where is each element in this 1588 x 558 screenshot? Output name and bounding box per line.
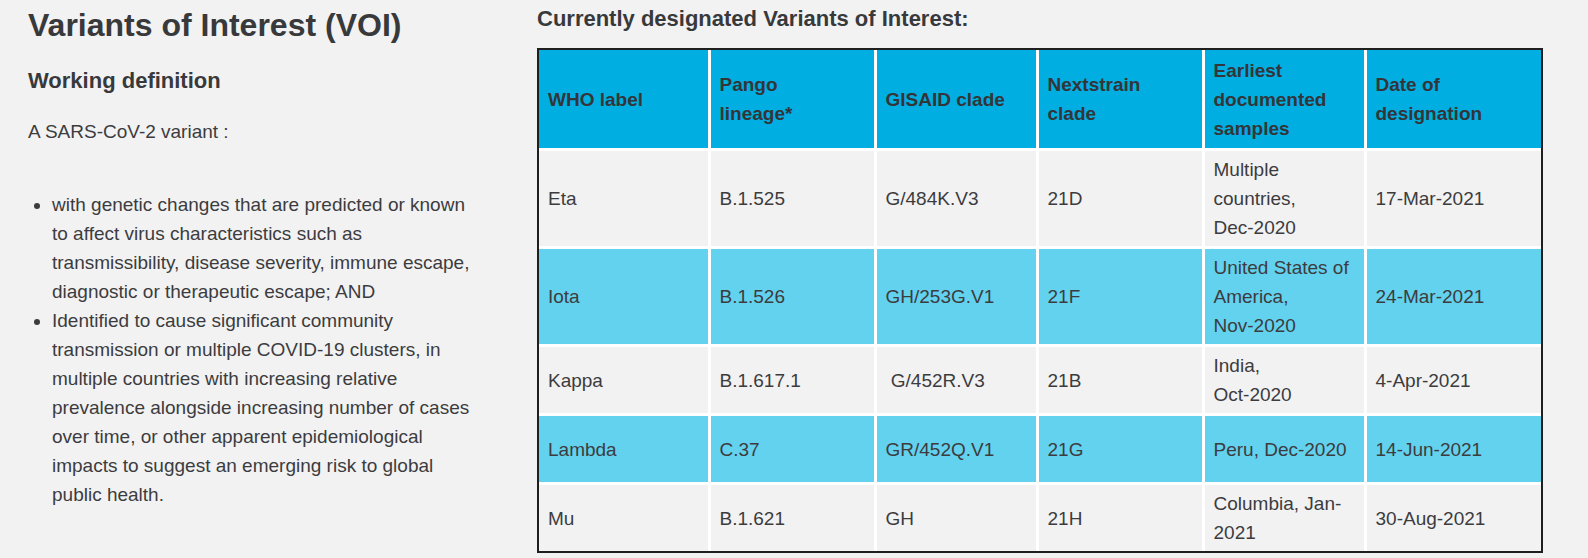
cell-pango-lineage: C.37 [709,415,875,484]
table-row-eta: Eta B.1.525 G/484K.V3 21D Multiple count… [539,150,1541,248]
cell-earliest-samples: United States of America, Nov-2020 [1203,248,1365,346]
cell-earliest-samples: Columbia, Jan- 2021 [1203,484,1365,552]
definition-item-genetic-changes: with genetic changes that are predicted … [52,190,504,306]
table-heading: Currently designated Variants of Interes… [537,6,1588,32]
cell-date-designation: 30-Aug-2021 [1365,484,1541,552]
cell-earliest-samples: Peru, Dec-2020 [1203,415,1365,484]
cell-date-designation: 17-Mar-2021 [1365,150,1541,248]
cell-pango-lineage: B.1.617.1 [709,346,875,415]
table-header-row: WHO label Pango lineage* GISAID clade Ne… [539,50,1541,150]
cell-earliest-samples: India, Oct-2020 [1203,346,1365,415]
column-header-nextstrain-clade: Nextstrain clade [1037,50,1203,150]
cell-who-label: Mu [539,484,709,552]
cell-nextstrain-clade: 21G [1037,415,1203,484]
page-title: Variants of Interest (VOI) [28,6,537,44]
intro-text: A SARS-CoV-2 variant : [28,120,537,144]
table-row-kappa: Kappa B.1.617.1 G/452R.V3 21B India, Oct… [539,346,1541,415]
cell-gisaid-clade: G/452R.V3 [875,346,1037,415]
definition-list: with genetic changes that are predicted … [28,190,504,509]
cell-pango-lineage: B.1.526 [709,248,875,346]
page-container: Variants of Interest (VOI) Working defin… [0,0,1588,557]
cell-who-label: Lambda [539,415,709,484]
cell-pango-lineage: B.1.621 [709,484,875,552]
cell-who-label: Kappa [539,346,709,415]
cell-nextstrain-clade: 21B [1037,346,1203,415]
definition-item-community-transmission: Identified to cause significant communit… [52,306,504,509]
cell-gisaid-clade: GR/452Q.V1 [875,415,1037,484]
cell-nextstrain-clade: 21F [1037,248,1203,346]
voi-definition-panel: Variants of Interest (VOI) Working defin… [0,0,537,557]
cell-date-designation: 14-Jun-2021 [1365,415,1541,484]
cell-date-designation: 24-Mar-2021 [1365,248,1541,346]
column-header-gisaid-clade: GISAID clade [875,50,1037,150]
cell-nextstrain-clade: 21H [1037,484,1203,552]
voi-table-panel: Currently designated Variants of Interes… [537,0,1588,557]
table-row-iota: Iota B.1.526 GH/253G.V1 21F United State… [539,248,1541,346]
cell-gisaid-clade: GH/253G.V1 [875,248,1037,346]
cell-gisaid-clade: G/484K.V3 [875,150,1037,248]
voi-table-wrapper: WHO label Pango lineage* GISAID clade Ne… [537,48,1543,553]
cell-pango-lineage: B.1.525 [709,150,875,248]
working-definition-heading: Working definition [28,68,537,94]
cell-who-label: Eta [539,150,709,248]
cell-nextstrain-clade: 21D [1037,150,1203,248]
cell-earliest-samples: Multiple countries, Dec-2020 [1203,150,1365,248]
column-header-who-label: WHO label [539,50,709,150]
cell-who-label: Iota [539,248,709,346]
table-row-lambda: Lambda C.37 GR/452Q.V1 21G Peru, Dec-202… [539,415,1541,484]
column-header-date-designation: Date of designation [1365,50,1541,150]
column-header-earliest-samples: Earliest documented samples [1203,50,1365,150]
voi-table: WHO label Pango lineage* GISAID clade Ne… [539,50,1541,551]
table-row-mu: Mu B.1.621 GH 21H Columbia, Jan- 2021 30… [539,484,1541,552]
cell-date-designation: 4-Apr-2021 [1365,346,1541,415]
cell-gisaid-clade: GH [875,484,1037,552]
column-header-pango-lineage: Pango lineage* [709,50,875,150]
